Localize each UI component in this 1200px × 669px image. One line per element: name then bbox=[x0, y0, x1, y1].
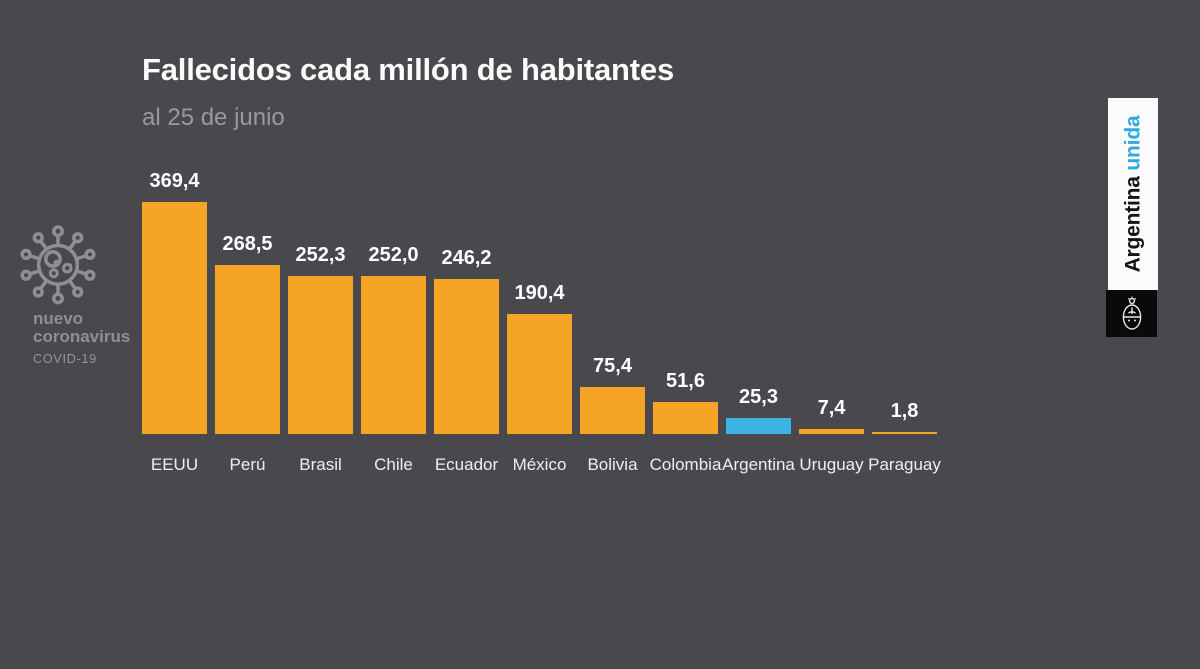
logo-text: nuevo coronavirus COVID-19 bbox=[33, 310, 130, 368]
bar-column-paraguay: 1,8 Paraguay bbox=[868, 170, 941, 484]
bar-value-label: 268,5 bbox=[222, 233, 273, 255]
bar-column-uruguay: 7,4 Uruguay bbox=[799, 170, 864, 484]
bar-column-colombia: 51,6 Colombia bbox=[650, 170, 722, 484]
bar-argentina bbox=[726, 418, 791, 434]
bar-value-label: 51,6 bbox=[666, 370, 705, 392]
bar-value-label: 7,4 bbox=[817, 397, 846, 419]
bar-value-label: 1,8 bbox=[890, 400, 919, 422]
bar-category-label: Perú bbox=[229, 455, 266, 474]
banner-argentina-label: Argentina bbox=[1121, 176, 1145, 273]
bar-column-méxico: 190,4 México bbox=[507, 170, 572, 484]
bar-column-perú: 268,5 Perú bbox=[215, 170, 280, 484]
bar-category-label: Ecuador bbox=[434, 455, 499, 474]
bar-category-label: Colombia bbox=[649, 455, 722, 474]
bar-brasil bbox=[288, 276, 353, 434]
bar-category-label: Bolivia bbox=[587, 455, 638, 474]
banner-text: Argentina unida bbox=[1121, 116, 1145, 273]
logo-line-covid19: COVID-19 bbox=[33, 352, 98, 366]
logo-line-nuevo: nuevo bbox=[33, 309, 84, 328]
bar-chile bbox=[361, 276, 426, 434]
bar-column-eeuu: 369,4 EEUU bbox=[142, 170, 207, 484]
bar-chart: 369,4 EEUU 268,5 Perú 252,3 Brasil 252,0 Chile 2… bbox=[142, 170, 941, 484]
page-subtitle: al 25 de junio bbox=[142, 104, 285, 131]
bar-eeuu bbox=[142, 202, 207, 434]
page-title: Fallecidos cada millón de habitantes bbox=[142, 52, 675, 87]
logo-line-coronavirus: coronavirus bbox=[33, 327, 131, 346]
bar-value-label: 369,4 bbox=[149, 170, 200, 192]
bar-category-label: EEUU bbox=[150, 455, 199, 474]
coronavirus-icon bbox=[20, 225, 96, 305]
bar-colombia bbox=[653, 402, 718, 434]
bar-value-label: 75,4 bbox=[593, 355, 632, 377]
bar-ecuador bbox=[434, 279, 499, 434]
bar-value-label: 246,2 bbox=[441, 247, 492, 269]
bar-column-chile: 252,0 Chile bbox=[361, 170, 426, 484]
bar-value-label: 252,3 bbox=[295, 244, 346, 266]
bar-paraguay bbox=[872, 432, 937, 434]
bar-perú bbox=[215, 265, 280, 434]
bar-category-label: Uruguay bbox=[799, 455, 864, 474]
bar-category-label: Brasil bbox=[299, 455, 342, 474]
bar-category-label: Paraguay bbox=[868, 455, 941, 474]
bar-column-argentina: 25,3 Argentina bbox=[722, 170, 795, 484]
bar-column-brasil: 252,3 Brasil bbox=[288, 170, 353, 484]
bar-méxico bbox=[507, 314, 572, 434]
bar-value-label: 25,3 bbox=[739, 386, 778, 408]
bar-column-bolivia: 75,4 Bolivia bbox=[580, 170, 645, 484]
bar-category-label: México bbox=[512, 455, 567, 474]
bar-bolivia bbox=[580, 387, 645, 434]
bar-value-label: 252,0 bbox=[368, 244, 419, 266]
bar-uruguay bbox=[799, 429, 864, 434]
coat-of-arms-box bbox=[1106, 290, 1157, 337]
argentina-unida-banner: Argentina unida bbox=[1108, 98, 1158, 290]
bar-category-label: Argentina bbox=[722, 455, 795, 474]
bar-column-ecuador: 246,2 Ecuador bbox=[434, 170, 499, 484]
bar-category-label: Chile bbox=[374, 455, 413, 474]
banner-unida-label: unida bbox=[1121, 115, 1145, 171]
bar-value-label: 190,4 bbox=[514, 282, 565, 304]
argentina-coat-of-arms-icon bbox=[1122, 296, 1141, 330]
